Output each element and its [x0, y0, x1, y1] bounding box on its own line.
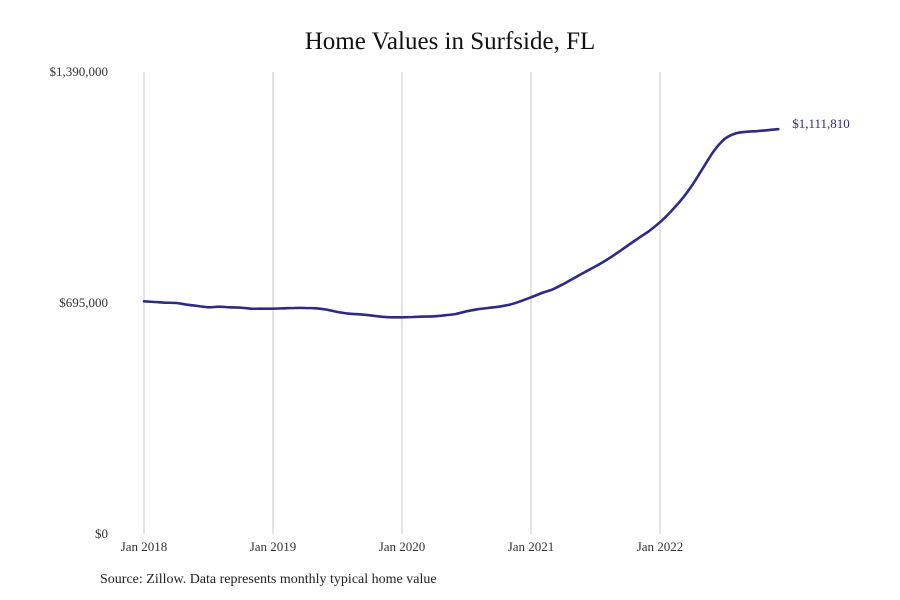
y-tick-label: $0	[95, 526, 108, 541]
grid-lines	[143, 72, 661, 534]
x-tick-label: Jan 2019	[250, 539, 297, 554]
x-tick-label: Jan 2021	[508, 539, 555, 554]
x-tick-label: Jan 2020	[379, 539, 426, 554]
end-value-label: $1,111,810	[792, 116, 850, 131]
end-value-labels: $1,111,810	[792, 116, 850, 131]
y-axis-tick-labels: $0 $695,000 $1,390,000	[50, 64, 109, 541]
series-lines	[142, 127, 780, 319]
y-tick-label: $695,000	[59, 295, 108, 310]
series-line-0	[142, 127, 780, 319]
source-note: Source: Zillow. Data represents monthly …	[100, 572, 437, 587]
y-tick-label: $1,390,000	[50, 64, 109, 79]
chart-title: Home Values in Surfside, FL	[304, 28, 596, 55]
x-tick-label: Jan 2018	[121, 539, 168, 554]
x-tick-label: Jan 2022	[637, 539, 684, 554]
x-axis-tick-labels: Jan 2018 Jan 2019 Jan 2020 Jan 2021 Jan 2022	[121, 539, 684, 554]
